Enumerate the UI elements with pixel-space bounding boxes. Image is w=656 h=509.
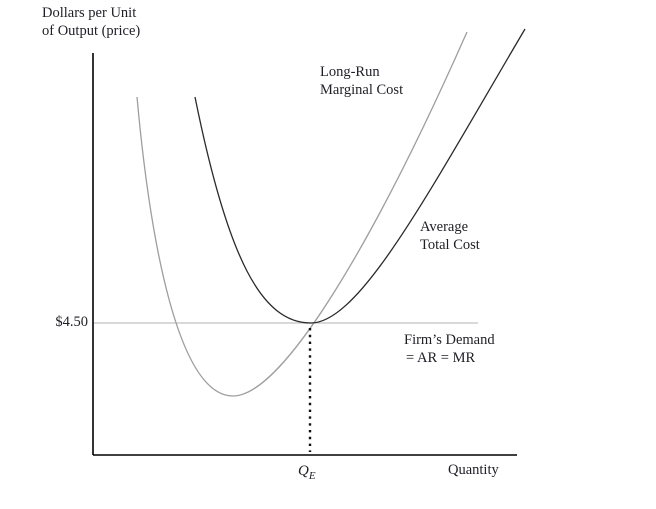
x-axis-title: Quantity xyxy=(448,462,499,478)
y-axis-title-line1: Dollars per Unit xyxy=(42,5,137,21)
equilibrium-quantity-base: Q xyxy=(298,463,309,479)
lrmc-curve xyxy=(136,31,468,397)
equilibrium-quantity-label: QE xyxy=(298,463,316,482)
y-axis-title: Dollars per Unit of Output (price) xyxy=(42,5,140,40)
equilibrium-quantity-subscript: E xyxy=(308,470,316,482)
atc-label-line1: Average xyxy=(420,219,469,235)
lrmc-label-line1: Long-Run xyxy=(320,64,380,80)
lrmc-label-line2: Marginal Cost xyxy=(320,81,404,98)
demand-label-line1: Firm’s Demand xyxy=(404,332,495,348)
lrmc-label: Long-Run Marginal Cost xyxy=(320,64,403,99)
demand-label-line2: = AR = MR xyxy=(406,349,476,366)
price-tick-label: $4.50 xyxy=(55,314,88,330)
atc-curve xyxy=(194,28,526,324)
atc-label: Average Total Cost xyxy=(420,219,480,254)
y-axis-title-line2: of Output (price) xyxy=(42,22,141,39)
demand-label: Firm’s Demand = AR = MR xyxy=(404,332,495,367)
atc-label-line2: Total Cost xyxy=(420,236,480,253)
